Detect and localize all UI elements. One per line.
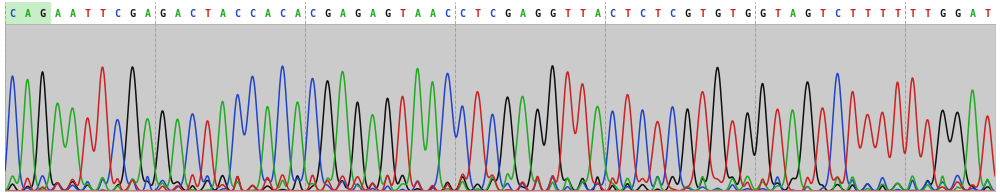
Text: T: T [984,9,990,19]
Text: C: C [280,9,286,19]
Text: C: C [310,9,316,19]
Text: G: G [160,9,166,19]
Text: T: T [400,9,406,19]
Text: A: A [264,9,270,19]
Text: T: T [774,9,780,19]
Text: T: T [654,9,660,19]
Text: G: G [954,9,960,19]
Text: C: C [190,9,196,19]
Text: C: C [834,9,840,19]
Text: T: T [580,9,586,19]
Text: A: A [430,9,436,19]
Text: A: A [70,9,76,19]
Text: G: G [550,9,556,19]
Text: T: T [564,9,570,19]
Text: C: C [640,9,646,19]
Text: C: C [444,9,450,19]
Text: G: G [744,9,750,19]
Text: T: T [100,9,106,19]
Text: C: C [234,9,240,19]
Text: G: G [714,9,720,19]
Text: G: G [130,9,136,19]
Text: A: A [594,9,600,19]
Text: A: A [175,9,180,19]
Text: C: C [460,9,466,19]
Text: A: A [415,9,420,19]
Text: A: A [220,9,226,19]
Text: T: T [624,9,631,19]
Text: T: T [205,9,210,19]
Text: A: A [294,9,300,19]
Text: T: T [84,9,90,19]
Text: C: C [10,9,16,19]
Text: G: G [534,9,540,19]
Text: G: G [384,9,390,19]
Text: A: A [144,9,150,19]
Text: G: G [324,9,330,19]
Text: T: T [730,9,736,19]
Text: C: C [114,9,120,19]
Text: C: C [610,9,616,19]
Text: T: T [700,9,706,19]
Text: T: T [850,9,856,19]
Bar [5,2,50,24]
Text: G: G [940,9,946,19]
Text: A: A [790,9,796,19]
Text: T: T [864,9,870,19]
Text: G: G [505,9,511,19]
Text: G: G [354,9,360,19]
Text: T: T [880,9,886,19]
Text: C: C [670,9,676,19]
Text: A: A [970,9,976,19]
Text: A: A [520,9,526,19]
Text: T: T [924,9,930,19]
Text: C: C [490,9,496,19]
Text: T: T [820,9,826,19]
Text: C: C [250,9,256,19]
Text: G: G [804,9,810,19]
Text: A: A [54,9,60,19]
Text: T: T [910,9,916,19]
Text: G: G [684,9,690,19]
Text: G: G [40,9,46,19]
Text: A: A [24,9,30,19]
Text: A: A [340,9,346,19]
Text: T: T [895,9,900,19]
Text: T: T [475,9,480,19]
Text: G: G [760,9,766,19]
Text: A: A [370,9,376,19]
